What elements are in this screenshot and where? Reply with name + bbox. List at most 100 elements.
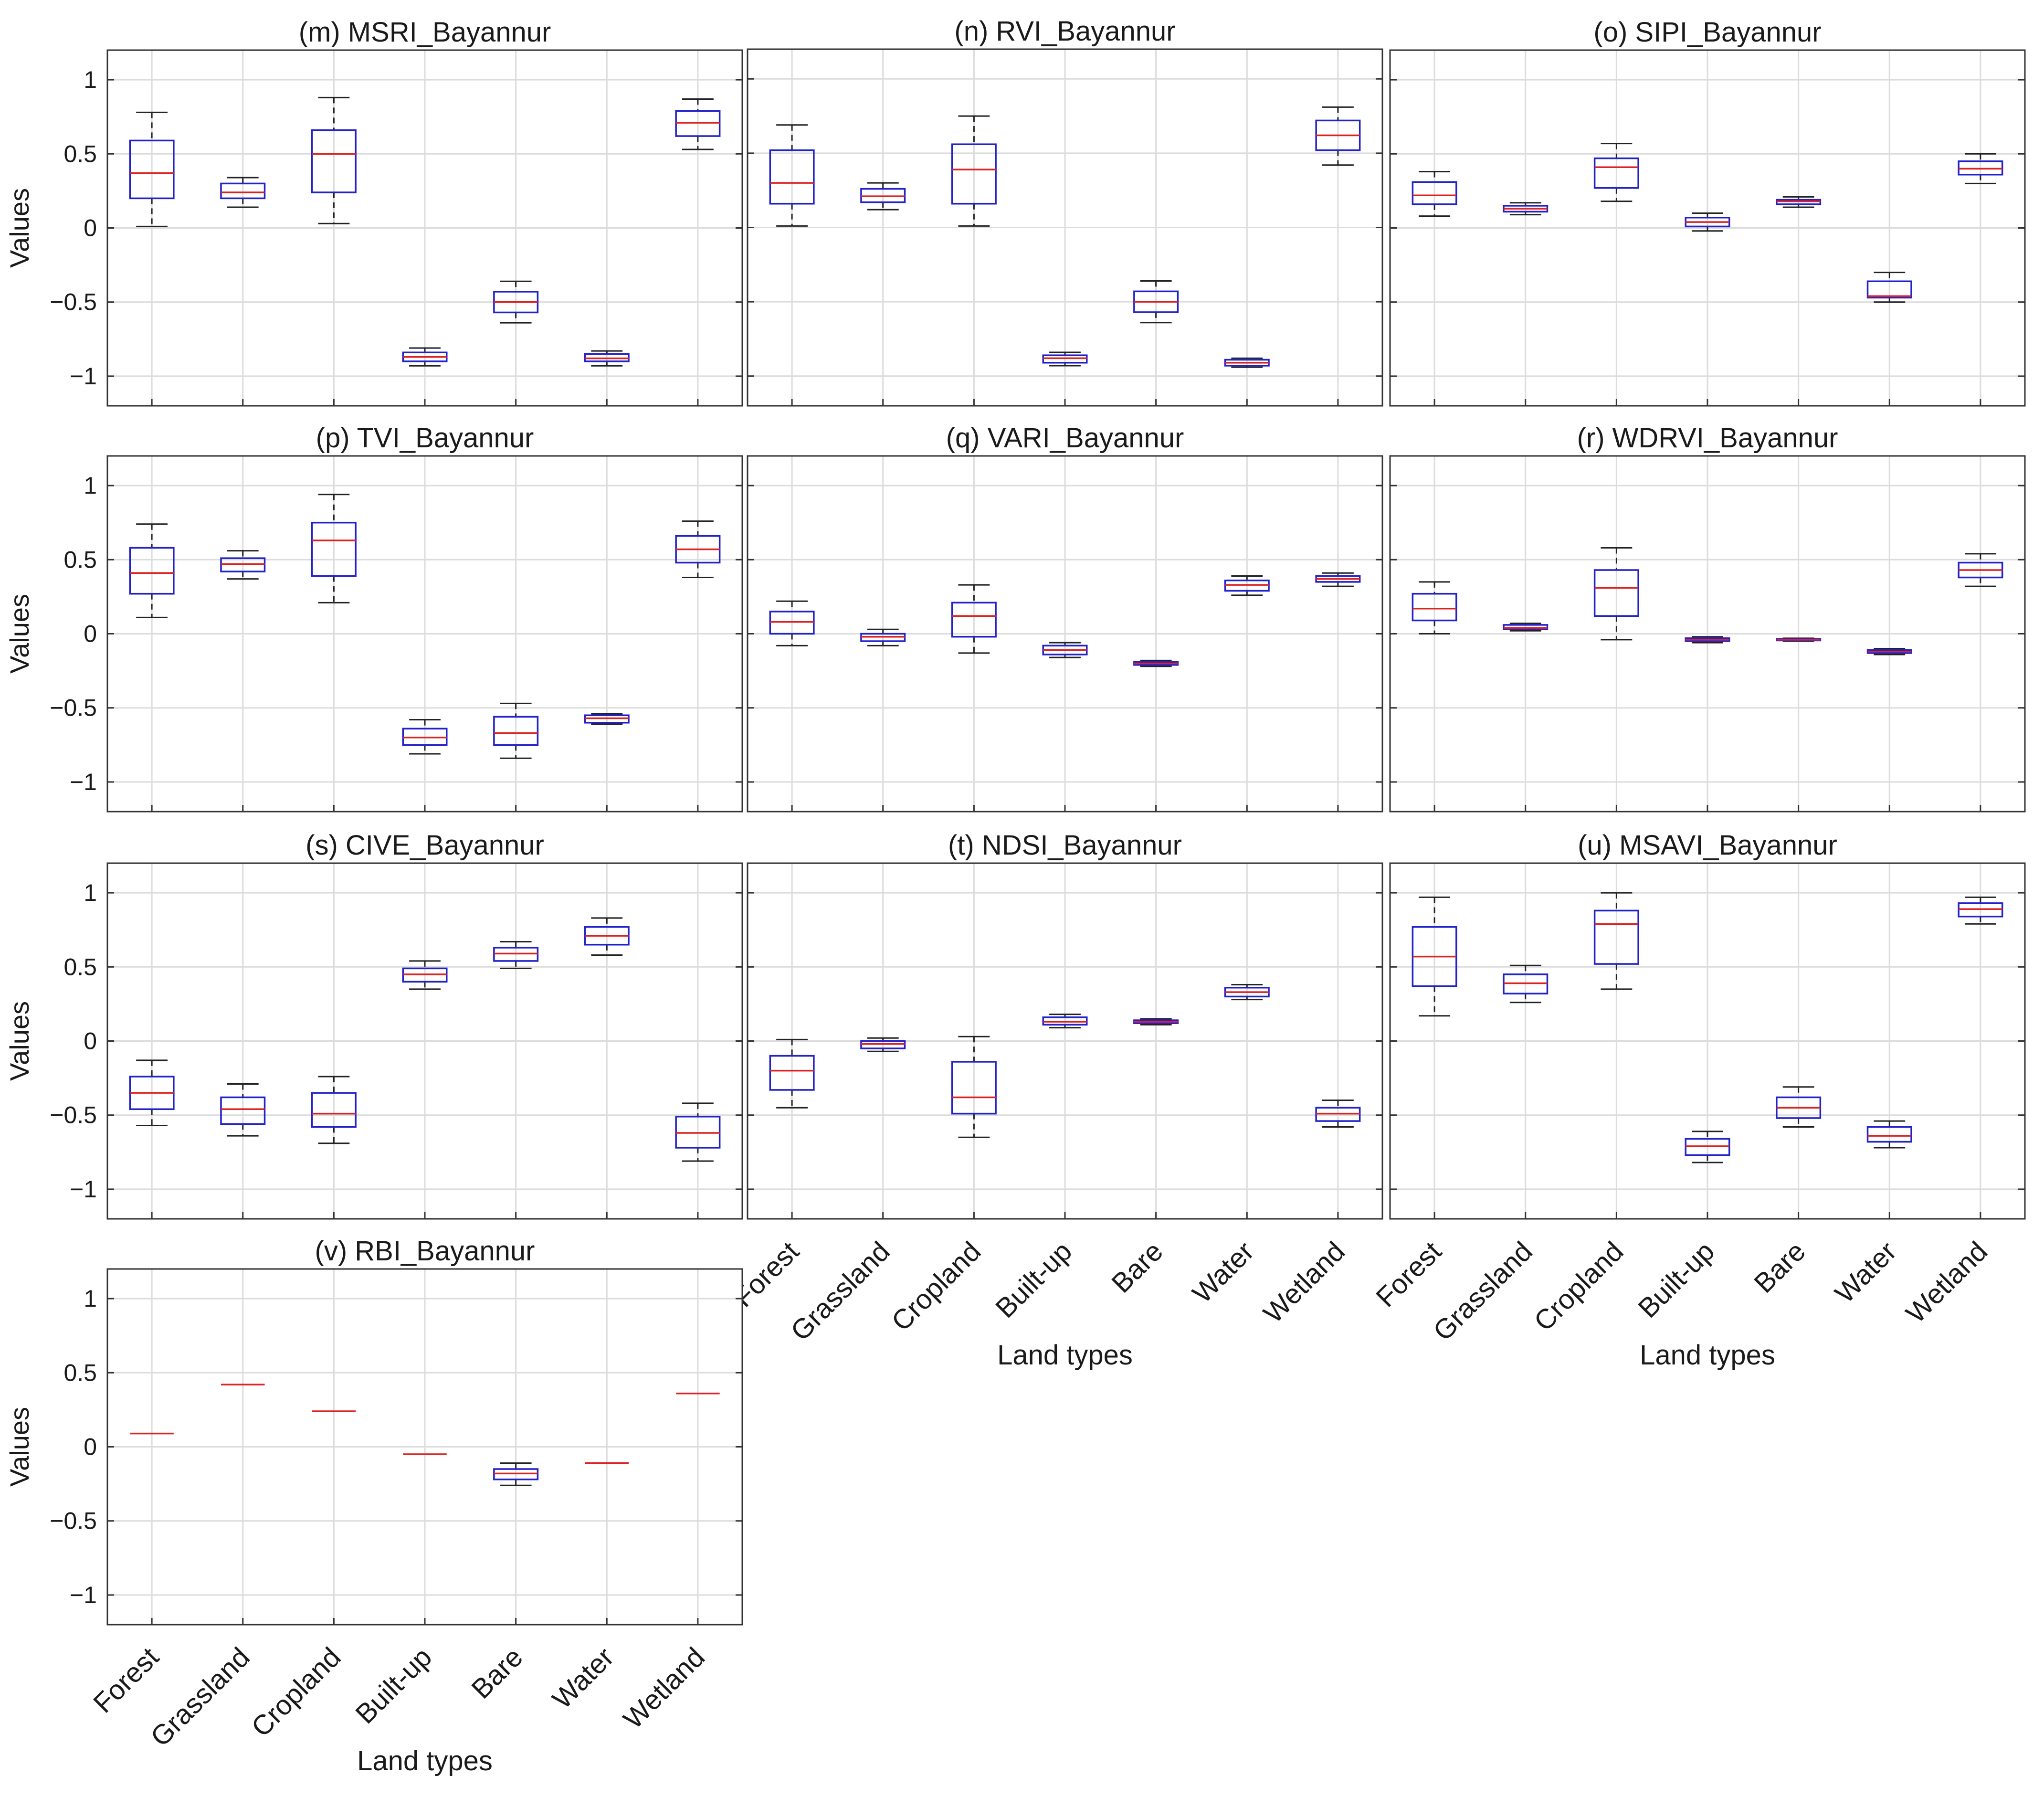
y-tick-label: −1 <box>70 363 97 390</box>
iqr-box <box>951 143 997 205</box>
box-wetland <box>1315 106 1361 166</box>
y-axis-label: Values <box>4 188 34 268</box>
box-built-up <box>1685 636 1730 644</box>
box-built-up <box>1685 1131 1730 1163</box>
box-water <box>1866 272 1912 303</box>
panel-5: (r) WDRVI_Bayannur <box>1389 423 2026 813</box>
box-bare <box>1133 280 1179 324</box>
box-forest <box>1412 896 1457 1017</box>
x-tick-label: Cropland <box>885 1236 987 1337</box>
axes-frame <box>1389 455 2026 813</box>
box-grassland <box>220 550 266 580</box>
x-tick-label: Water <box>1829 1236 1903 1309</box>
y-tick-label: 1 <box>84 472 97 499</box>
y-tick-label: 1 <box>84 879 97 906</box>
panel-title: (n) RVI_Bayannur <box>954 16 1175 47</box>
y-tick-label: −0.5 <box>50 1102 97 1129</box>
axes-frame <box>106 862 743 1220</box>
box-forest <box>129 523 175 618</box>
iqr-box <box>951 1061 997 1115</box>
panel-1: (n) RVI_Bayannur <box>747 16 1383 407</box>
y-tick-label: −0.5 <box>50 289 97 316</box>
box-built-up <box>1042 1014 1088 1029</box>
box-bare <box>1133 1018 1179 1025</box>
box-wetland <box>1958 153 2003 184</box>
box-cropland <box>951 115 997 227</box>
x-axis-label: Land types <box>1640 1340 1775 1371</box>
axes-frame <box>747 455 1383 813</box>
box-grassland <box>860 182 906 211</box>
panel-6: −1 −0.5 0 0.5 1 (s) CIVE_Bayannur Values <box>4 830 743 1220</box>
y-tick-label: −1 <box>70 769 97 795</box>
y-tick-label: 0 <box>84 215 97 242</box>
x-tick-label: Wetland <box>1900 1236 1993 1329</box>
box-wetland <box>675 1102 721 1162</box>
box-grassland <box>860 628 906 646</box>
x-tick-label: Water <box>1187 1236 1260 1309</box>
y-tick-label: −1 <box>70 1176 97 1203</box>
iqr-box <box>1412 592 1457 622</box>
y-tick-label: 1 <box>84 1285 97 1312</box>
box-water <box>584 917 630 956</box>
box-cropland <box>1593 547 1639 641</box>
panel-title: (t) NDSI_Bayannur <box>948 830 1182 861</box>
panel-8: (u) MSAVI_Bayannur ForestGrasslandCroplan… <box>1370 830 2026 1371</box>
box-cropland <box>311 494 357 603</box>
x-tick-label: Wetland <box>1257 1236 1351 1329</box>
panel-4: (q) VARI_Bayannur <box>747 423 1383 813</box>
box-bare <box>493 1462 539 1486</box>
y-tick-label: −0.5 <box>50 1508 97 1534</box>
box-grassland <box>1503 964 1549 1004</box>
y-tick-label: 0 <box>84 621 97 647</box>
iqr-box <box>129 139 175 200</box>
box-wetland <box>1958 896 2003 925</box>
box-grassland <box>220 1083 266 1137</box>
iqr-box <box>220 1096 266 1125</box>
box-cropland <box>951 584 997 654</box>
box-forest <box>1412 171 1457 217</box>
panel-9: −1 −0.5 0 0.5 1 (v) RBI_Bayannur Values ForestG… <box>4 1236 743 1776</box>
panel-title: (v) RBI_Bayannur <box>315 1236 535 1267</box>
box-water <box>1224 984 1270 1001</box>
axes-frame <box>1389 49 2026 407</box>
box-bare <box>493 941 539 969</box>
box-water <box>1224 575 1270 596</box>
x-axis-label: Land types <box>997 1340 1133 1371</box>
panel-2: (o) SIPI_Bayannur <box>1389 17 2026 407</box>
box-built-up <box>402 960 448 990</box>
axes-frame <box>106 455 743 813</box>
axes-frame <box>106 49 743 407</box>
x-tick-label: Grassland <box>785 1236 896 1347</box>
box-bare <box>1133 659 1179 667</box>
x-tick-label: Cropland <box>245 1641 347 1743</box>
box-forest <box>129 1059 175 1126</box>
x-tick-label: Built-up <box>990 1236 1078 1324</box>
box-forest <box>1412 581 1457 634</box>
box-built-up <box>402 347 448 367</box>
iqr-box <box>1866 1126 1912 1143</box>
iqr-box <box>311 129 357 193</box>
y-tick-label: 0 <box>84 1434 97 1460</box>
box-built-up <box>1685 212 1730 232</box>
x-tick-label: Built-up <box>349 1641 438 1730</box>
y-axis-label: Values <box>4 1001 34 1081</box>
panel-7: (t) NDSI_BayannurForestGrasslandCropland… <box>727 830 1383 1371</box>
x-tick-label: Bare <box>465 1641 529 1705</box>
box-water <box>584 350 630 367</box>
box-water <box>1866 1120 1912 1149</box>
box-cropland <box>1593 143 1639 202</box>
iqr-box <box>769 1055 815 1091</box>
box-forest <box>769 600 815 646</box>
x-tick-label: Bare <box>1748 1236 1812 1299</box>
iqr-box <box>220 182 266 200</box>
iqr-box <box>493 716 539 746</box>
panel-0: −1 −0.5 0 0.5 1 (m) MSRI_Bayannur Values <box>4 17 743 407</box>
box-water <box>1224 357 1270 368</box>
box-forest <box>129 111 175 227</box>
box-grassland <box>860 1037 906 1052</box>
panel-title: (o) SIPI_Bayannur <box>1593 17 1821 48</box>
iqr-box <box>1593 157 1639 189</box>
iqr-box <box>1593 909 1639 965</box>
box-grassland <box>220 177 266 208</box>
